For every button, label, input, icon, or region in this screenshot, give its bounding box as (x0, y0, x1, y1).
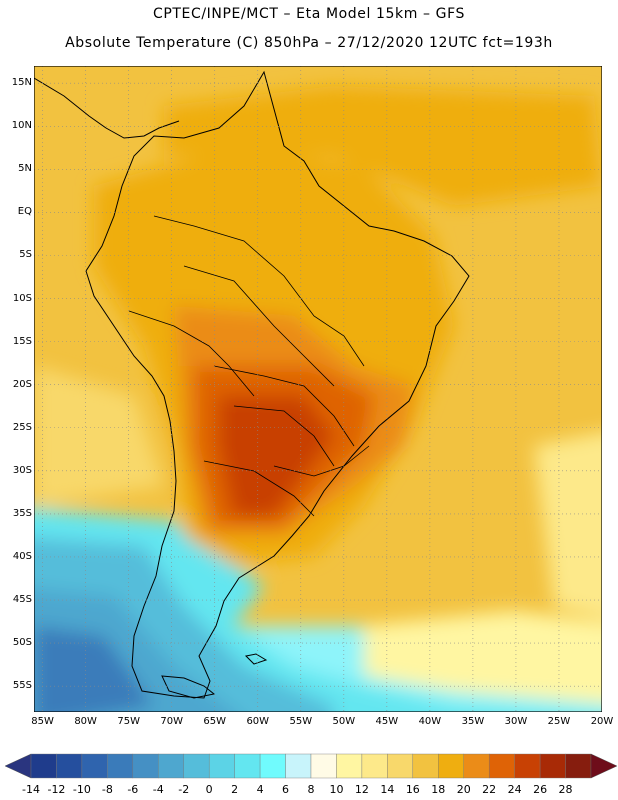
colorbar-swatch (81, 753, 108, 779)
colorbar-label: -2 (178, 783, 190, 796)
colorbar-label: 10 (329, 783, 344, 796)
lon-label: 30W (504, 716, 528, 727)
colorbar-label: 12 (354, 783, 369, 796)
colorbar-label: 8 (307, 783, 315, 796)
colorbar-label: 2 (231, 783, 239, 796)
map-title-line2: Absolute Temperature (C) 850hPa – 27/12/… (65, 35, 553, 51)
colorbar-swatch (565, 753, 592, 779)
colorbar-swatch (412, 753, 439, 779)
lon-label: 65W (203, 716, 227, 727)
colorbar-swatch (30, 753, 57, 779)
field-east-atlantic-mild (534, 432, 602, 618)
colorbar-label: -6 (127, 783, 139, 796)
colorbar-low-extension (5, 753, 32, 779)
central-america-outline (34, 77, 180, 139)
colorbar-swatch (183, 753, 210, 779)
map-title-line1: CPTEC/INPE/MCT – Eta Model 15km – GFS (152, 6, 466, 22)
colorbar-label: 6 (282, 783, 290, 796)
colorbar-swatch (336, 753, 363, 779)
lon-label: 55W (289, 716, 313, 727)
temperature-map (34, 66, 602, 712)
lon-label: 25W (547, 716, 571, 727)
field-southwest-cold (34, 626, 154, 712)
lon-label: 40W (418, 716, 442, 727)
colorbar-label: -14 (22, 783, 40, 796)
colorbar-swatch (234, 753, 261, 779)
colorbar-label: 26 (533, 783, 548, 796)
colorbar-high-extension (590, 753, 617, 779)
lon-label: 35W (461, 716, 485, 727)
lat-label: 15N (11, 77, 32, 89)
lon-label: 60W (246, 716, 270, 727)
colorbar-label: -8 (101, 783, 113, 796)
falkland-islands (244, 653, 268, 665)
colorbar-label: 4 (256, 783, 264, 796)
colorbar-swatch (56, 753, 83, 779)
borders (128, 215, 370, 517)
field-caribbean-warm (164, 86, 602, 206)
lat-label: 15S (12, 335, 32, 347)
lon-label: 45W (375, 716, 399, 727)
colorbar-label: 28 (558, 783, 573, 796)
colorbar-swatch (539, 753, 566, 779)
colorbar-swatch (488, 753, 515, 779)
lat-label: 30S (12, 464, 32, 476)
field-chaco-hottest (219, 396, 334, 516)
colorbar-label: 22 (482, 783, 497, 796)
colorbar-label: 18 (431, 783, 446, 796)
colorbar-label: 16 (405, 783, 420, 796)
lat-label: 40S (12, 550, 32, 562)
colorbar-swatch (361, 753, 388, 779)
colorbar-swatch (285, 753, 312, 779)
graticule (34, 66, 602, 712)
lon-label: 75W (117, 716, 140, 727)
lon-label: 70W (160, 716, 183, 727)
colorbar-swatch (514, 753, 541, 779)
lat-label: 10S (12, 292, 32, 304)
lat-label: 20S (12, 378, 32, 390)
colorbar-label: 24 (507, 783, 522, 796)
lon-label: 80W (74, 716, 97, 727)
colorbar-swatch (208, 753, 235, 779)
colorbar-label: -4 (152, 783, 164, 796)
lat-label: 25S (12, 421, 32, 433)
colorbar-swatch (387, 753, 414, 779)
colorbar-swatch (259, 753, 286, 779)
colorbar-label: -12 (47, 783, 66, 796)
lat-label: EQ (17, 206, 32, 218)
lon-label: 50W (332, 716, 356, 727)
colorbar-swatch (132, 753, 159, 779)
coastlines (34, 70, 470, 699)
colorbar-swatch (310, 753, 337, 779)
lat-label: 10N (11, 120, 32, 132)
field-south-atlantic-mild (364, 611, 602, 704)
colorbar (5, 753, 617, 779)
tierra-del-fuego (161, 675, 216, 699)
lat-label: 55S (12, 680, 32, 692)
colorbar-swatch (158, 753, 184, 779)
lat-label: 35S (12, 507, 32, 519)
colorbar-swatch (107, 753, 134, 779)
lon-label: 85W (31, 716, 54, 727)
colorbar-swatch (438, 753, 464, 779)
colorbar-swatch (463, 753, 490, 779)
lat-label: 5N (18, 163, 32, 175)
lon-label: 20W (590, 716, 614, 727)
colorbar-label: 20 (456, 783, 471, 796)
colorbar-label: -10 (72, 783, 91, 796)
lat-label: 45S (12, 594, 32, 606)
colorbar-label: 0 (205, 783, 213, 796)
lat-label: 50S (12, 637, 32, 649)
colorbar-label: 14 (380, 783, 395, 796)
lat-label: 5S (19, 249, 32, 261)
